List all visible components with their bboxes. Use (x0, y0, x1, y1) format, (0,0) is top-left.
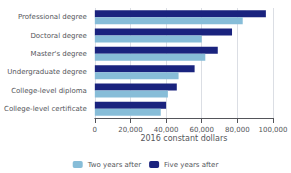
svg-text:College-level diploma: College-level diploma (11, 87, 87, 95)
svg-text:2016 constant dollars: 2016 constant dollars (140, 134, 227, 143)
svg-text:0: 0 (93, 126, 97, 134)
svg-text:Undergraduate degree: Undergraduate degree (7, 68, 87, 76)
svg-text:Professional degree: Professional degree (18, 13, 87, 21)
svg-text:80,000: 80,000 (225, 126, 250, 134)
svg-text:40,000: 40,000 (154, 126, 179, 134)
svg-text:Five years after: Five years after (164, 161, 218, 169)
svg-text:Two years after: Two years after (87, 161, 142, 169)
svg-text:College-level certificate: College-level certificate (4, 105, 87, 113)
svg-text:Master's degree: Master's degree (31, 50, 87, 58)
svg-text:60,000: 60,000 (189, 126, 214, 134)
svg-text:100,000: 100,000 (259, 126, 288, 134)
svg-text:Doctoral degree: Doctoral degree (30, 32, 86, 40)
svg-text:20,000: 20,000 (118, 126, 143, 134)
